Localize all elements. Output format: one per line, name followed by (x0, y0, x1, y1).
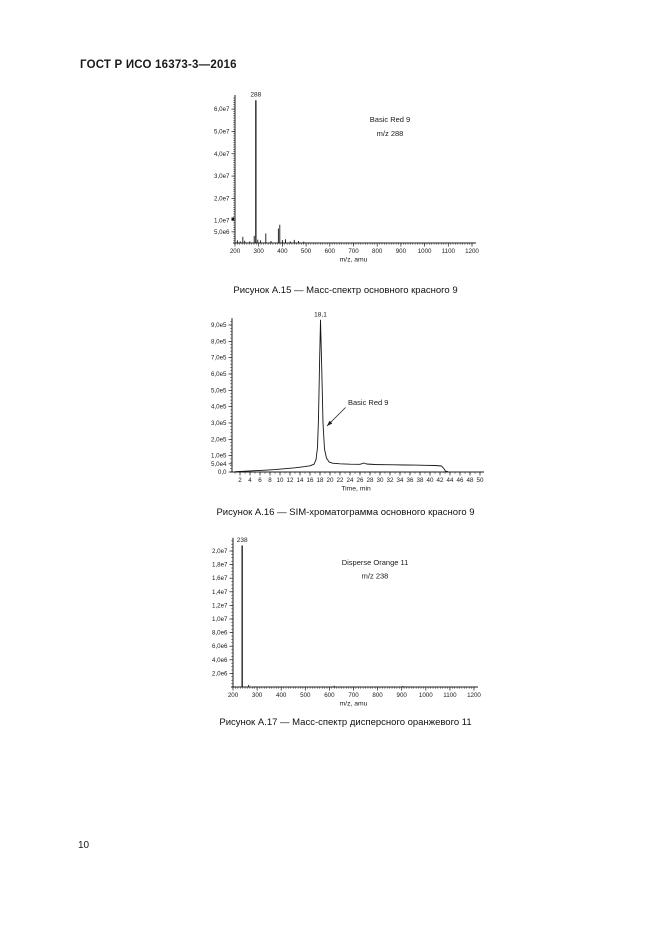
svg-text:20: 20 (327, 477, 334, 484)
svg-text:8: 8 (268, 477, 272, 484)
svg-text:1,8e7: 1,8e7 (212, 562, 228, 569)
svg-text:5,0e5: 5,0e5 (211, 387, 227, 394)
svg-text:300: 300 (252, 692, 263, 699)
svg-text:1000: 1000 (419, 692, 433, 699)
svg-text:5,0e7: 5,0e7 (214, 128, 230, 135)
svg-text:500: 500 (301, 248, 312, 255)
svg-text:0,0: 0,0 (218, 469, 227, 476)
svg-text:m/z 238: m/z 238 (362, 572, 389, 581)
svg-text:3,0e7: 3,0e7 (214, 173, 230, 180)
svg-text:400: 400 (277, 248, 288, 255)
svg-text:300: 300 (254, 248, 265, 255)
svg-text:38: 38 (417, 477, 424, 484)
svg-text:8,0e6: 8,0e6 (212, 630, 228, 637)
chart-canvas: 2 4 6 8 10 12 14 16 18 20 22 24 26 28 30 32 34 36 38 40 42 44… (211, 312, 484, 493)
svg-text:34: 34 (397, 477, 404, 484)
svg-text:Basic Red 9: Basic Red 9 (348, 398, 388, 407)
svg-text:48: 48 (467, 477, 474, 484)
svg-text:1,0e5: 1,0e5 (211, 453, 227, 460)
svg-text:2,0e6: 2,0e6 (212, 670, 228, 677)
svg-text:6,0e7: 6,0e7 (214, 106, 230, 113)
svg-text:238: 238 (237, 537, 248, 544)
svg-text:1,4e7: 1,4e7 (212, 589, 228, 596)
svg-text:5,0e4: 5,0e4 (211, 461, 227, 468)
svg-text:600: 600 (324, 692, 335, 699)
svg-text:3,0e5: 3,0e5 (211, 420, 227, 427)
svg-text:4,0e5: 4,0e5 (211, 404, 227, 411)
svg-text:4,0e7: 4,0e7 (214, 151, 230, 158)
svg-text:4: 4 (248, 477, 252, 484)
svg-text:2,0e7: 2,0e7 (214, 195, 230, 202)
svg-text:900: 900 (397, 692, 408, 699)
svg-text:1200: 1200 (465, 248, 479, 255)
svg-text:1,6e7: 1,6e7 (212, 575, 228, 582)
svg-text:288: 288 (250, 92, 261, 99)
svg-text:6: 6 (258, 477, 262, 484)
svg-text:700: 700 (348, 692, 359, 699)
svg-text:400: 400 (276, 692, 287, 699)
svg-text:16: 16 (307, 477, 314, 484)
svg-text:50: 50 (477, 477, 484, 484)
svg-text:26: 26 (357, 477, 364, 484)
svg-text:m/z 288: m/z 288 (377, 129, 404, 138)
svg-text:1100: 1100 (442, 248, 456, 255)
svg-text:1,2e7: 1,2e7 (212, 602, 228, 609)
svg-text:1000: 1000 (418, 248, 432, 255)
svg-text:Basic Red 9: Basic Red 9 (370, 115, 410, 124)
figure-a17-caption: Рисунок А.17 — Масс-спектр дисперсного о… (219, 717, 472, 728)
svg-text:900: 900 (396, 248, 407, 255)
svg-text:8,0e5: 8,0e5 (211, 338, 227, 345)
svg-text:14: 14 (297, 477, 304, 484)
svg-text:9,0e5: 9,0e5 (211, 322, 227, 329)
svg-text:10: 10 (277, 477, 284, 484)
sim-chromatogram-basic-red-9-chart: 2 4 6 8 10 12 14 16 18 20 22 24 26 28 30 32 34 36 38 40 42 44… (190, 305, 490, 500)
svg-text:7,0e5: 7,0e5 (211, 355, 227, 362)
svg-text:2,0e7: 2,0e7 (212, 548, 228, 555)
svg-text:Time, min: Time, min (341, 486, 371, 493)
svg-text:42: 42 (437, 477, 444, 484)
svg-text:44: 44 (447, 477, 454, 484)
svg-text:1200: 1200 (467, 692, 481, 699)
svg-text:28: 28 (367, 477, 374, 484)
svg-text:6,0e5: 6,0e5 (211, 371, 227, 378)
svg-text:18,1: 18,1 (314, 312, 327, 319)
svg-text:24: 24 (347, 477, 354, 484)
chart-canvas: 200 300 400 500 600 700 800 900 1000 1100 1200 2,0e… (212, 537, 481, 708)
svg-text:1,0e7: 1,0e7 (214, 218, 230, 225)
svg-text:12: 12 (287, 477, 294, 484)
figure-a15-caption: Рисунок А.15 — Масс-спектр основного кра… (233, 285, 458, 296)
svg-text:2,0e5: 2,0e5 (211, 436, 227, 443)
svg-text:22: 22 (337, 477, 344, 484)
chart-canvas: 200 300 400 500 600 700 800 900 1000 1100 1200 5,0e… (214, 92, 479, 264)
svg-text:2: 2 (238, 477, 242, 484)
svg-text:40: 40 (427, 477, 434, 484)
svg-text:200: 200 (230, 248, 241, 255)
figure-a16-caption: Рисунок А.16 — SIM-хроматограмма основно… (216, 507, 475, 518)
svg-text:32: 32 (387, 477, 394, 484)
page-number: 10 (78, 840, 90, 851)
svg-text:18: 18 (317, 477, 324, 484)
svg-text:46: 46 (457, 477, 464, 484)
svg-text:36: 36 (407, 477, 414, 484)
svg-text:800: 800 (372, 248, 383, 255)
document-header-title: ГОСТ Р ИСО 16373-3—2016 (80, 59, 237, 71)
svg-text:200: 200 (228, 692, 239, 699)
svg-text:4,0e6: 4,0e6 (212, 657, 228, 664)
svg-text:500: 500 (300, 692, 311, 699)
svg-text:600: 600 (325, 248, 336, 255)
svg-text:30: 30 (377, 477, 384, 484)
svg-text:1,0e7: 1,0e7 (212, 616, 228, 623)
svg-text:5,0e6: 5,0e6 (214, 229, 230, 236)
svg-text:700: 700 (348, 248, 359, 255)
mass-spectrum-basic-red-9-chart: 200 300 400 500 600 700 800 900 1000 1100 1200 5,0e… (190, 85, 490, 283)
svg-text:800: 800 (372, 692, 383, 699)
svg-text:6,0e6: 6,0e6 (212, 643, 228, 650)
svg-text:1100: 1100 (443, 692, 457, 699)
svg-text:Disperse Orange 11: Disperse Orange 11 (342, 558, 409, 567)
svg-text:m/z, amu: m/z, amu (340, 701, 368, 708)
mass-spectrum-disperse-orange-11-chart: 200 300 400 500 600 700 800 900 1000 1100 1200 2,0e… (190, 528, 490, 713)
svg-text:m/z, amu: m/z, amu (340, 257, 368, 264)
